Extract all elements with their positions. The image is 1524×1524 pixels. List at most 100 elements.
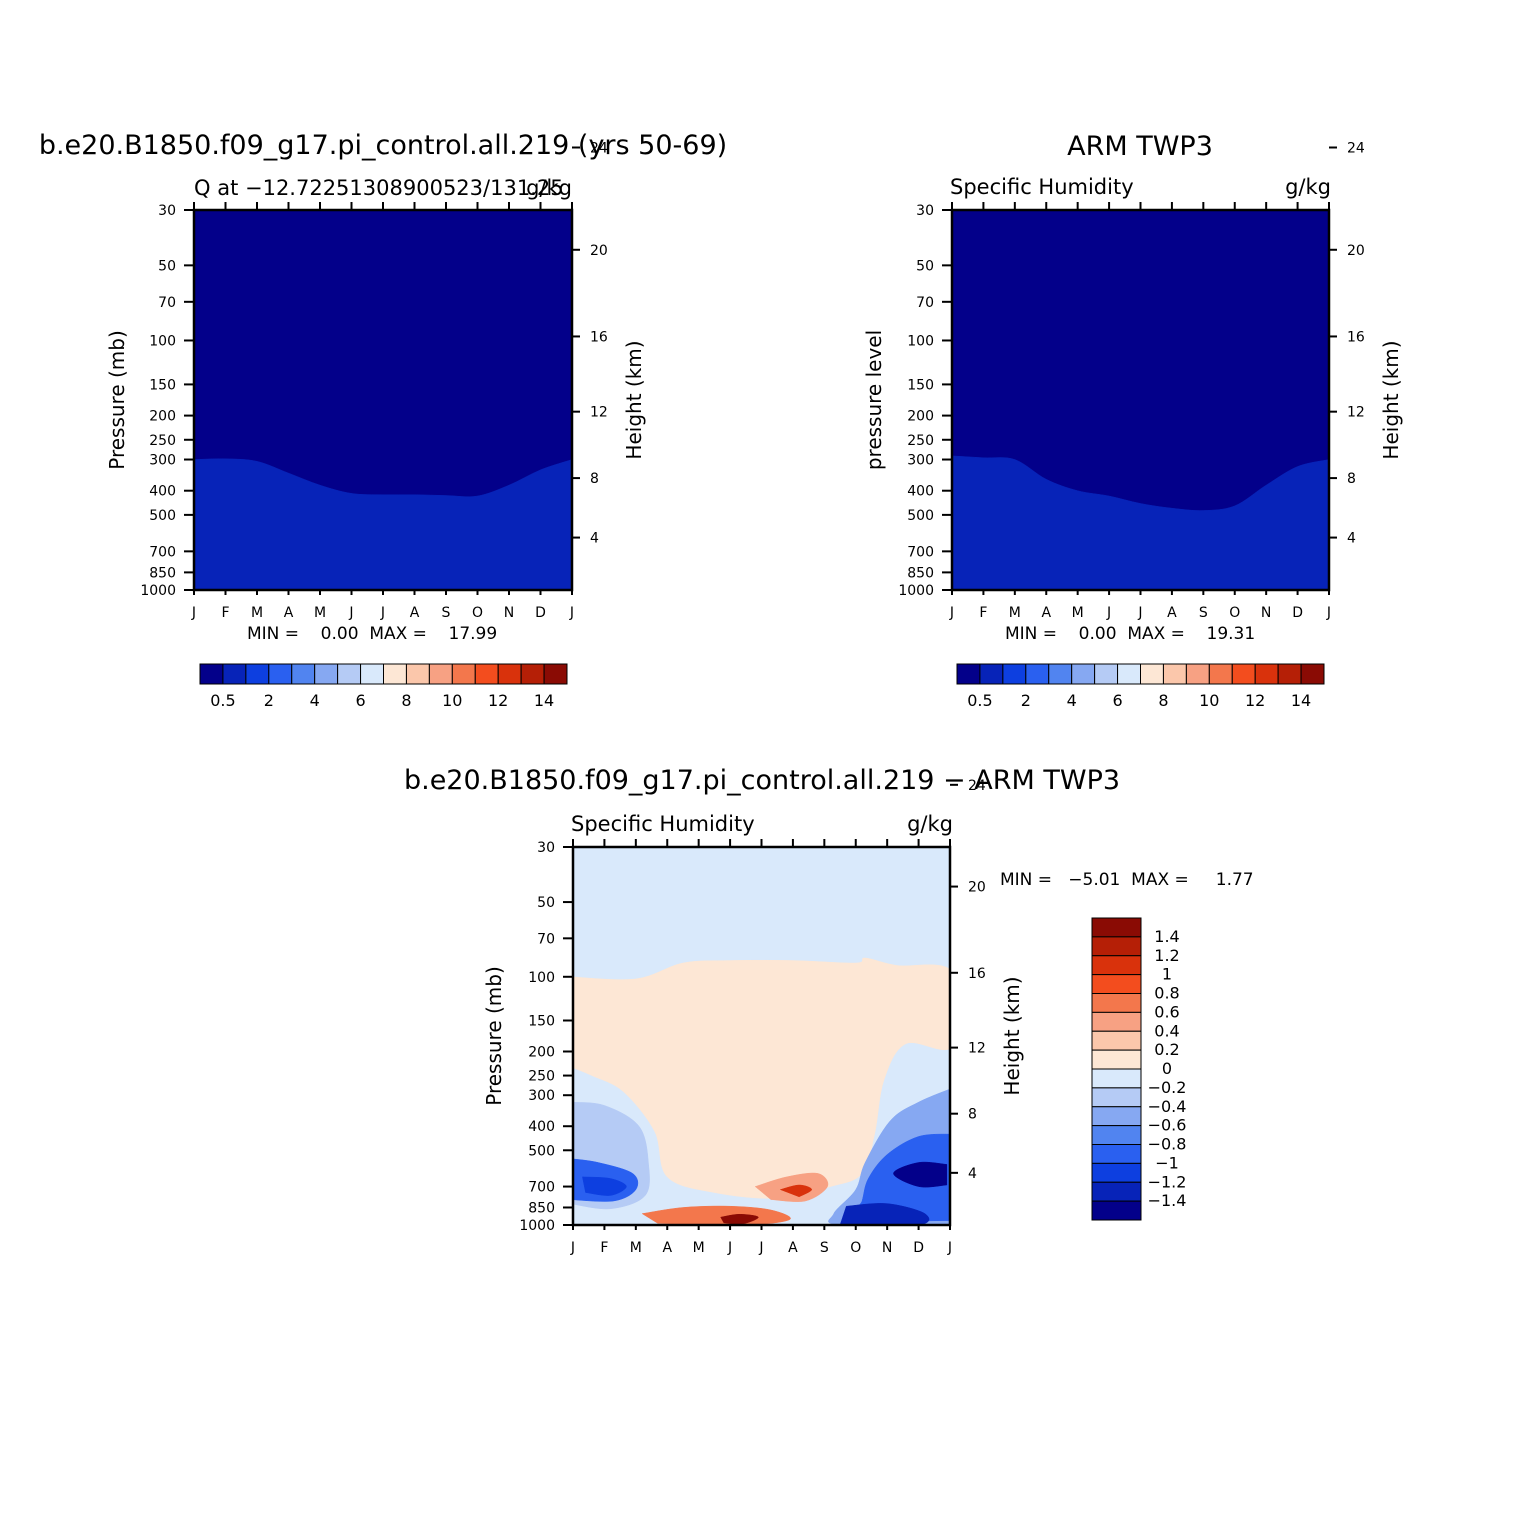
colorbar-label: 4 <box>1067 691 1077 710</box>
ytick-label: 100 <box>149 333 176 349</box>
xtick-label: J <box>947 1240 952 1256</box>
colorbar-label: 10 <box>442 691 462 710</box>
ytick-label: 200 <box>907 409 934 425</box>
panel-model-colorbar: 0.5 2 4 6 8 10 12 14 <box>199 663 568 710</box>
colorbar-label: 12 <box>1245 691 1265 710</box>
panel-obs-title: ARM TWP3 <box>1067 131 1213 162</box>
colorbar-label: 6 <box>1112 691 1122 710</box>
colorbar-label: 0.4 <box>1154 1021 1179 1040</box>
colorbar-swatch <box>1091 1200 1142 1221</box>
ytick-label: 700 <box>528 1180 555 1196</box>
colorbar-swatch <box>1091 1011 1142 1032</box>
contour-band-0.5 <box>952 455 1329 590</box>
colorbar-swatch <box>245 663 270 685</box>
ytick-label: 850 <box>528 1200 555 1216</box>
colorbar-label: 0 <box>1162 1059 1172 1078</box>
xtick-label: J <box>569 605 574 621</box>
colorbar-label: 6 <box>355 691 365 710</box>
panel-model: b.e20.B1850.f09_g17.pi_control.all.219 (… <box>39 130 727 710</box>
xtick-label: M <box>693 1240 705 1256</box>
colorbar-swatch <box>1091 1049 1142 1070</box>
ytick-label: 30 <box>916 203 934 219</box>
height-tick-label: 8 <box>1347 471 1356 487</box>
panel-diff-minmax: MIN = −5.01 MAX = 1.77 <box>1000 870 1254 890</box>
panel-obs: ARM TWP3 Specific Humidity g/kg 30 50 70 10… <box>862 131 1403 710</box>
colorbar-label: −1 <box>1155 1153 1179 1172</box>
ytick-label: 200 <box>528 1045 555 1061</box>
colorbar-label: 8 <box>401 691 411 710</box>
colorbar-swatch <box>222 663 247 685</box>
ytick-label: 150 <box>907 377 934 393</box>
colorbar-swatch <box>1091 993 1142 1013</box>
diff-band-positive-sheet <box>573 957 950 1199</box>
colorbar-label: 1 <box>1162 965 1172 984</box>
panel-diff-subtitle-left: Specific Humidity <box>571 812 755 836</box>
colorbar-swatch <box>1231 663 1256 685</box>
colorbar-label: 2 <box>264 691 274 710</box>
ytick-label: 400 <box>907 484 934 500</box>
colorbar-swatch <box>268 663 293 685</box>
height-tick-label: 12 <box>1347 405 1365 421</box>
ytick-label: 50 <box>158 258 176 274</box>
xtick-label: J <box>1106 605 1111 621</box>
xtick-label: O <box>472 605 483 621</box>
colorbar-swatch <box>337 663 362 685</box>
ytick-label: 70 <box>537 931 555 947</box>
colorbar-swatch <box>1091 1162 1142 1183</box>
ytick-label: 500 <box>528 1143 555 1159</box>
colorbar-swatch <box>1091 917 1142 938</box>
colorbar-swatch <box>1162 663 1187 685</box>
colorbar-swatch <box>1002 663 1027 685</box>
colorbar-swatch <box>1025 663 1050 685</box>
colorbar-label: 0.6 <box>1154 1002 1179 1021</box>
colorbar-swatch <box>1091 1106 1142 1127</box>
xtick-label: N <box>882 1240 892 1256</box>
panel-model-minmax: MIN = 0.00 MAX = 17.99 <box>247 624 497 644</box>
xtick-label: M <box>630 1240 642 1256</box>
colorbar-swatch <box>1091 974 1142 994</box>
panel-obs-ylabel-right: Height (km) <box>1379 340 1403 459</box>
panel-diff-ylabel-right: Height (km) <box>1000 976 1024 1095</box>
ytick-label: 200 <box>149 409 176 425</box>
ytick-label: 500 <box>149 508 176 524</box>
panel-model-ylabel-right: Height (km) <box>622 340 646 459</box>
height-tick-label: 4 <box>968 1166 977 1182</box>
xtick-label: A <box>662 1240 672 1256</box>
colorbar-swatch <box>360 663 384 685</box>
ytick-label: 150 <box>528 1013 555 1029</box>
panel-obs-colorbar: 0.5 2 4 6 8 10 12 14 <box>956 663 1325 710</box>
panel-model-ylabel-left: Pressure (mb) <box>105 330 129 470</box>
height-tick-label: 16 <box>590 329 608 345</box>
ytick-label: 700 <box>149 544 176 560</box>
ytick-label: 850 <box>907 565 934 581</box>
xtick-label: F <box>979 605 987 621</box>
colorbar-swatch <box>314 663 339 685</box>
colorbar-label: 8 <box>1158 691 1168 710</box>
ytick-label: 400 <box>149 484 176 500</box>
diff-band-negative-right-core <box>893 1161 948 1188</box>
height-tick-label: 24 <box>590 140 608 156</box>
xtick-label: J <box>758 1240 763 1256</box>
colorbar-label: 2 <box>1021 691 1031 710</box>
xtick-label: S <box>820 1240 829 1256</box>
panel-model-title: b.e20.B1850.f09_g17.pi_control.all.219 (… <box>39 130 727 161</box>
colorbar-swatch <box>1185 663 1210 685</box>
xtick-label: J <box>727 1240 732 1256</box>
panel-diff-contour-field <box>573 847 950 1225</box>
height-tick-label: 20 <box>1347 243 1365 259</box>
ytick-label: 1000 <box>519 1218 555 1234</box>
panel-diff-title: b.e20.B1850.f09_g17.pi_control.all.219 −… <box>404 765 1120 796</box>
xtick-label: J <box>348 605 353 621</box>
height-tick-label: 20 <box>968 880 986 896</box>
colorbar-swatch <box>1091 1030 1142 1051</box>
colorbar-label: 1.4 <box>1154 927 1179 946</box>
colorbar-swatch <box>520 663 545 685</box>
colorbar-label: 14 <box>1291 691 1311 710</box>
height-tick-label: 12 <box>968 1041 986 1057</box>
xtick-label: N <box>1261 605 1271 621</box>
colorbar-swatch <box>291 663 316 685</box>
colorbar-label: 10 <box>1199 691 1219 710</box>
height-tick-label: 16 <box>968 966 986 982</box>
xtick-label: M <box>1009 605 1021 621</box>
ytick-label: 150 <box>149 377 176 393</box>
